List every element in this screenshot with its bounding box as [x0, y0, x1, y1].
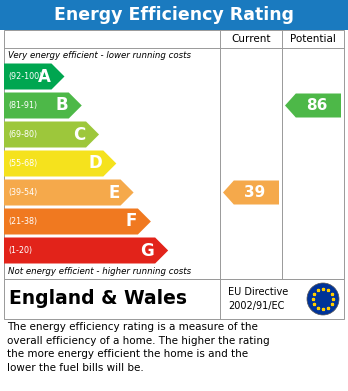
Text: C: C [73, 126, 85, 143]
Text: (69-80): (69-80) [8, 130, 37, 139]
Polygon shape [285, 93, 341, 118]
Text: (39-54): (39-54) [8, 188, 37, 197]
Text: Potential: Potential [290, 34, 336, 44]
Text: EU Directive
2002/91/EC: EU Directive 2002/91/EC [228, 287, 288, 310]
Text: The energy efficiency rating is a measure of the
overall efficiency of a home. T: The energy efficiency rating is a measur… [7, 322, 270, 373]
Polygon shape [223, 181, 279, 204]
Text: Current: Current [231, 34, 271, 44]
Text: A: A [38, 68, 50, 86]
Text: England & Wales: England & Wales [9, 289, 187, 308]
Text: Not energy efficient - higher running costs: Not energy efficient - higher running co… [8, 267, 191, 276]
Text: (1-20): (1-20) [8, 246, 32, 255]
Polygon shape [4, 179, 134, 206]
Polygon shape [4, 63, 64, 90]
Text: (21-38): (21-38) [8, 217, 37, 226]
Polygon shape [4, 151, 116, 176]
Text: (92-100): (92-100) [8, 72, 42, 81]
Text: G: G [140, 242, 154, 260]
Text: 39: 39 [244, 185, 265, 200]
Text: Energy Efficiency Rating: Energy Efficiency Rating [54, 6, 294, 24]
Polygon shape [4, 93, 82, 118]
Text: (81-91): (81-91) [8, 101, 37, 110]
Text: B: B [55, 97, 68, 115]
Text: D: D [89, 154, 102, 172]
Polygon shape [4, 208, 151, 235]
Bar [4, 279, 344, 319]
Text: Very energy efficient - lower running costs: Very energy efficient - lower running co… [8, 50, 191, 59]
Polygon shape [4, 122, 99, 147]
Bar [0, 0, 348, 30]
Text: (55-68): (55-68) [8, 159, 37, 168]
Text: F: F [126, 212, 137, 231]
Circle shape [307, 283, 339, 315]
Bar [4, 30, 344, 279]
Text: 86: 86 [306, 98, 327, 113]
Text: E: E [108, 183, 120, 201]
Polygon shape [4, 237, 168, 264]
